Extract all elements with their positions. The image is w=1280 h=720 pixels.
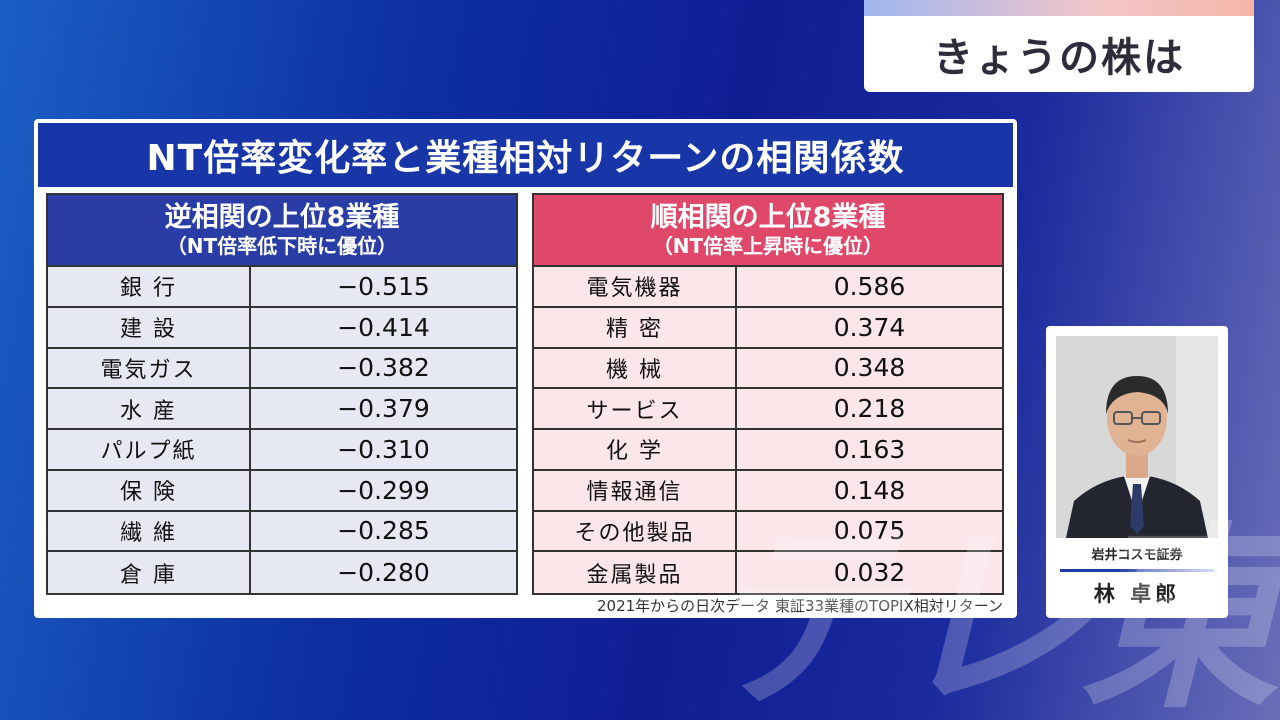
positive-table-heading: 順相関の上位8業種 <box>650 202 886 233</box>
correlation-value: 0.148 <box>833 475 906 505</box>
table-row: 精 密 0.374 <box>534 307 1002 349</box>
correlation-value: 0.032 <box>833 558 906 588</box>
data-source-footnote: 2021年からの日次データ 東証33業種のTOPIX相対リターン <box>597 597 1003 615</box>
table-row: 情報通信 0.148 <box>534 470 1002 512</box>
sector-name: 精 密 <box>534 307 737 347</box>
correlation-value: 0.348 <box>833 353 906 383</box>
correlation-value: −0.310 <box>337 434 430 464</box>
table-row: その他製品 0.075 <box>534 511 1002 553</box>
presenter-silhouette <box>1056 336 1218 538</box>
table-row: 繊 維 −0.285 <box>48 511 516 553</box>
correlation-value: −0.280 <box>337 558 430 588</box>
correlation-value: −0.382 <box>337 353 430 383</box>
sector-name: 倉 庫 <box>48 552 251 593</box>
sector-name: 電気機器 <box>534 267 737 306</box>
negative-table-body: 銀 行 −0.515 建 設 −0.414 電気ガス −0.382 水 産 −0.379 パルプ… <box>48 267 516 593</box>
sector-name: 建 設 <box>48 307 251 347</box>
table-row: 化 学 0.163 <box>534 430 1002 471</box>
program-title: きょうの株は <box>864 16 1254 92</box>
sector-name: サービス <box>534 389 737 428</box>
positive-table-body: 電気機器 0.586 精 密 0.374 機 械 0.348 サービス 0.218 化 学 0.1… <box>534 267 1002 593</box>
correlation-value: 0.586 <box>833 271 906 301</box>
table-row: 水 産 −0.379 <box>48 389 516 430</box>
table-row: 電気機器 0.586 <box>534 267 1002 308</box>
table-row: サービス 0.218 <box>534 389 1002 430</box>
negative-correlation-table: 逆相関の上位8業種 （NT倍率低下時に優位） 銀 行 −0.515 建 設 −0.41… <box>46 193 518 595</box>
table-row: 機 械 0.348 <box>534 348 1002 390</box>
sector-name: パルプ紙 <box>48 430 251 469</box>
sector-name: 情報通信 <box>534 470 737 510</box>
negative-table-subheading: （NT倍率低下時に優位） <box>166 234 398 258</box>
correlation-value: −0.515 <box>337 271 430 301</box>
correlation-value: −0.414 <box>337 312 430 342</box>
correlation-value: −0.285 <box>337 516 430 546</box>
sector-name: 金属製品 <box>534 552 737 593</box>
presenter-card: 岩井コスモ証券 林 卓郎 <box>1046 326 1228 618</box>
correlation-panel: NT倍率変化率と業種相対リターンの相関係数 逆相関の上位8業種 （NT倍率低下時… <box>34 119 1017 618</box>
correlation-value: 0.075 <box>833 516 906 546</box>
sector-name: 電気ガス <box>48 348 251 388</box>
table-row: 建 設 −0.414 <box>48 307 516 349</box>
sector-name: 繊 維 <box>48 511 251 551</box>
program-tag-strip <box>864 0 1254 16</box>
sector-name: 機 械 <box>534 348 737 388</box>
table-row: パルプ紙 −0.310 <box>48 430 516 471</box>
table-row: 倉 庫 −0.280 <box>48 552 516 593</box>
panel-title: NT倍率変化率と業種相対リターンの相関係数 <box>38 123 1013 187</box>
correlation-value: −0.379 <box>337 394 430 424</box>
sector-name: その他製品 <box>534 511 737 551</box>
sector-name: 化 学 <box>534 430 737 469</box>
table-row: 銀 行 −0.515 <box>48 267 516 308</box>
negative-table-heading: 逆相関の上位8業種 <box>164 202 400 233</box>
table-row: 電気ガス −0.382 <box>48 348 516 390</box>
positive-table-header: 順相関の上位8業種 （NT倍率上昇時に優位） <box>534 195 1002 267</box>
sector-name: 銀 行 <box>48 267 251 306</box>
presenter-company: 岩井コスモ証券 <box>1091 548 1183 563</box>
sector-name: 水 産 <box>48 389 251 428</box>
table-row: 金属製品 0.032 <box>534 552 1002 593</box>
correlation-value: 0.163 <box>833 434 906 464</box>
card-divider <box>1060 569 1214 572</box>
correlation-value: −0.299 <box>337 475 430 505</box>
positive-table-subheading: （NT倍率上昇時に優位） <box>652 234 884 258</box>
positive-correlation-table: 順相関の上位8業種 （NT倍率上昇時に優位） 電気機器 0.586 精 密 0.374… <box>532 193 1004 595</box>
negative-table-header: 逆相関の上位8業種 （NT倍率低下時に優位） <box>48 195 516 267</box>
presenter-name: 林 卓郎 <box>1093 582 1181 606</box>
table-row: 保 険 −0.299 <box>48 470 516 512</box>
correlation-value: 0.218 <box>833 394 906 424</box>
sector-name: 保 険 <box>48 470 251 510</box>
presenter-photo <box>1056 336 1218 538</box>
correlation-value: 0.374 <box>833 312 906 342</box>
